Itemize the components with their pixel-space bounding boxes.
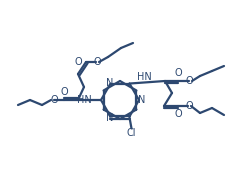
Text: N: N bbox=[106, 114, 113, 123]
Text: O: O bbox=[185, 76, 193, 86]
Text: HN: HN bbox=[137, 72, 151, 82]
Text: O: O bbox=[174, 109, 182, 119]
Text: O: O bbox=[50, 95, 58, 105]
Text: O: O bbox=[60, 87, 68, 97]
Text: O: O bbox=[74, 57, 82, 67]
Text: N: N bbox=[106, 78, 113, 88]
Text: HN: HN bbox=[77, 95, 92, 105]
Text: O: O bbox=[185, 101, 193, 111]
Text: O: O bbox=[174, 68, 182, 78]
Text: O: O bbox=[93, 57, 101, 67]
Text: N: N bbox=[138, 95, 146, 105]
Text: Cl: Cl bbox=[127, 128, 136, 138]
